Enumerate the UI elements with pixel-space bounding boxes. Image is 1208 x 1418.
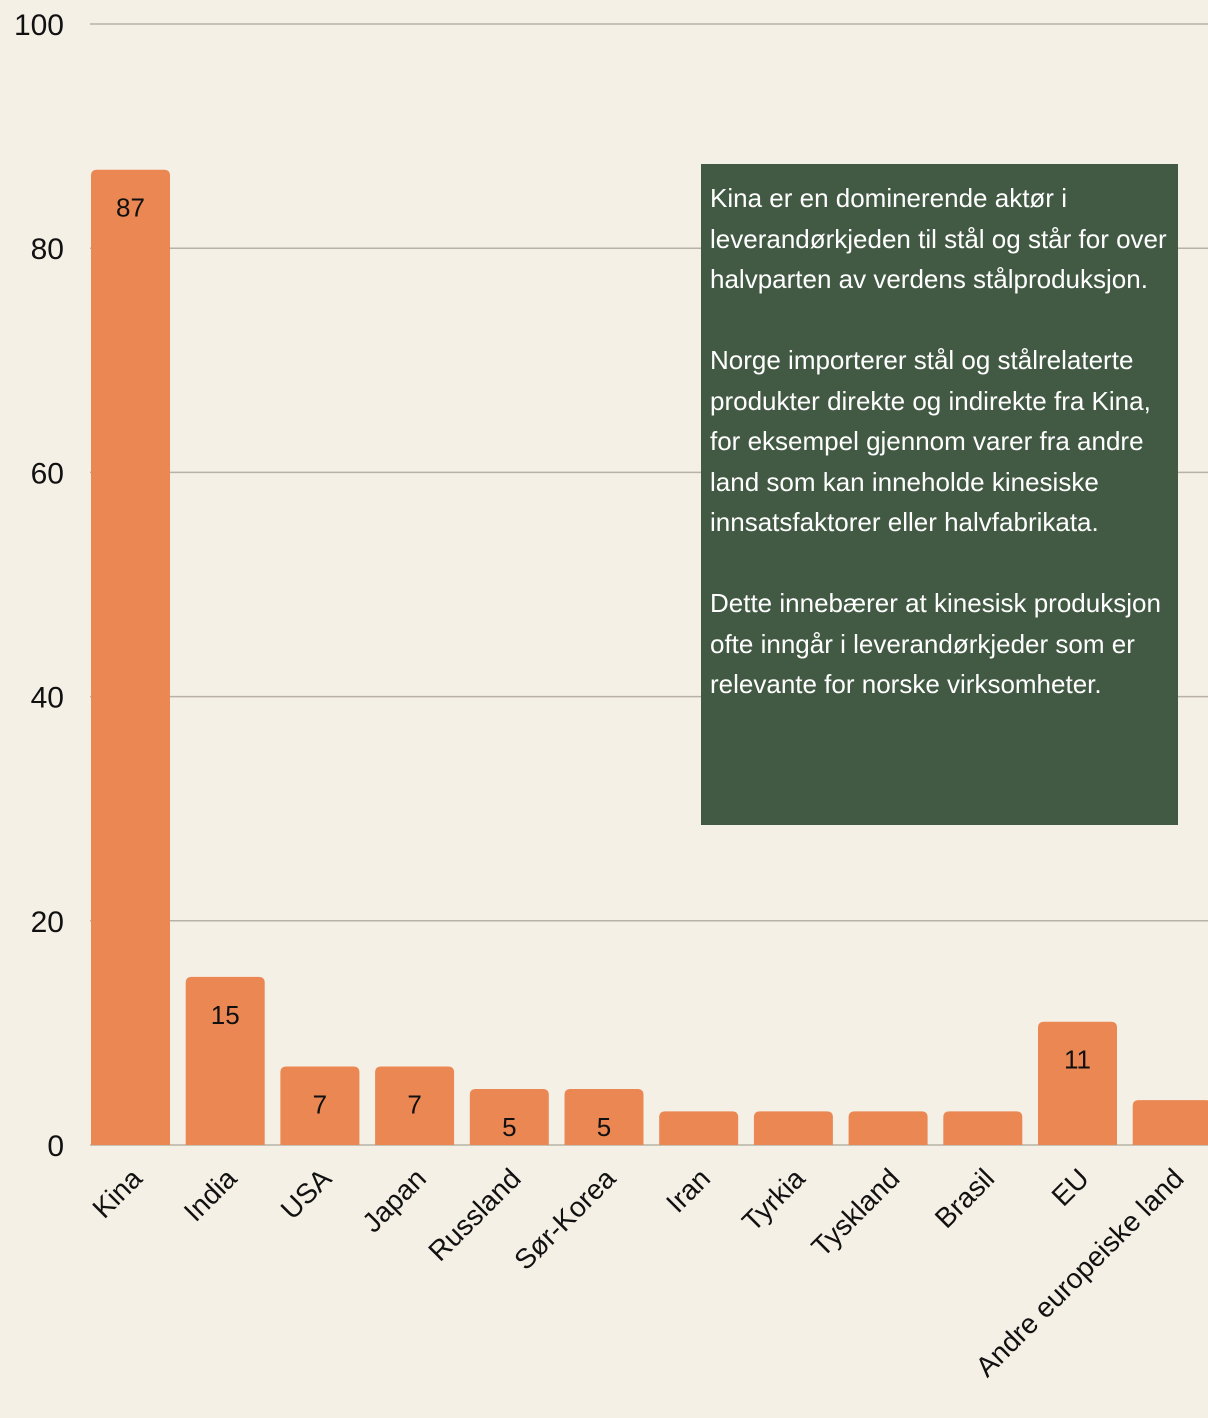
category-label: Kina: [86, 1162, 148, 1224]
bar-japan: [375, 1066, 455, 1145]
bars: [91, 169, 1208, 1146]
annotation-paragraph-3: Dette innebærer at kinesisk produksjon o…: [710, 588, 1161, 699]
y-tick-label: 40: [31, 682, 64, 715]
y-tick-label: 20: [31, 906, 64, 939]
category-label: Brasil: [929, 1163, 1000, 1234]
data-label: 7: [407, 1090, 421, 1120]
category-label: India: [178, 1162, 243, 1227]
annotation-box: Kina er en dominerende aktør i leverandø…: [701, 164, 1178, 825]
category-label: Sør-Korea: [508, 1162, 622, 1276]
data-label: 11: [1064, 1045, 1091, 1075]
category-label: USA: [275, 1162, 338, 1225]
y-axis-ticks: 0 20 40 60 80 100: [14, 9, 64, 1163]
data-label: 15: [211, 1000, 240, 1030]
data-label: 7: [313, 1090, 327, 1120]
bar-kina: [91, 169, 170, 1146]
data-label: 87: [116, 193, 145, 223]
annotation-paragraph-1: Kina er en dominerende aktør i leverandø…: [710, 183, 1167, 294]
category-label: EU: [1046, 1163, 1095, 1212]
bar-eu: [1038, 1021, 1117, 1145]
bar-andre-europeiske-land: [1132, 1100, 1208, 1145]
bar-tyskland: [848, 1111, 928, 1145]
bar-india: [185, 976, 265, 1145]
annotation-paragraph-2: Norge importerer stål og stålrelaterte p…: [710, 345, 1151, 537]
y-tick-label: 80: [31, 233, 64, 266]
y-tick-label: 0: [47, 1130, 64, 1163]
bar-sør-korea: [564, 1088, 644, 1145]
bar-tyrkia: [753, 1111, 833, 1145]
data-labels: 87 15 7 7 5 5 11: [116, 193, 1091, 1142]
bar-usa: [280, 1066, 360, 1145]
category-label: Iran: [660, 1163, 716, 1219]
category-label: Tyskland: [806, 1163, 906, 1263]
bar-russland: [469, 1088, 549, 1145]
category-label: Tyrkia: [736, 1162, 811, 1237]
data-label: 5: [502, 1112, 516, 1142]
y-tick-label: 60: [31, 457, 64, 490]
category-label: Japan: [356, 1163, 432, 1239]
bar-brasil: [943, 1111, 1023, 1145]
bar-iran: [659, 1111, 739, 1145]
y-tick-label: 100: [14, 9, 64, 42]
data-label: 5: [597, 1112, 611, 1142]
